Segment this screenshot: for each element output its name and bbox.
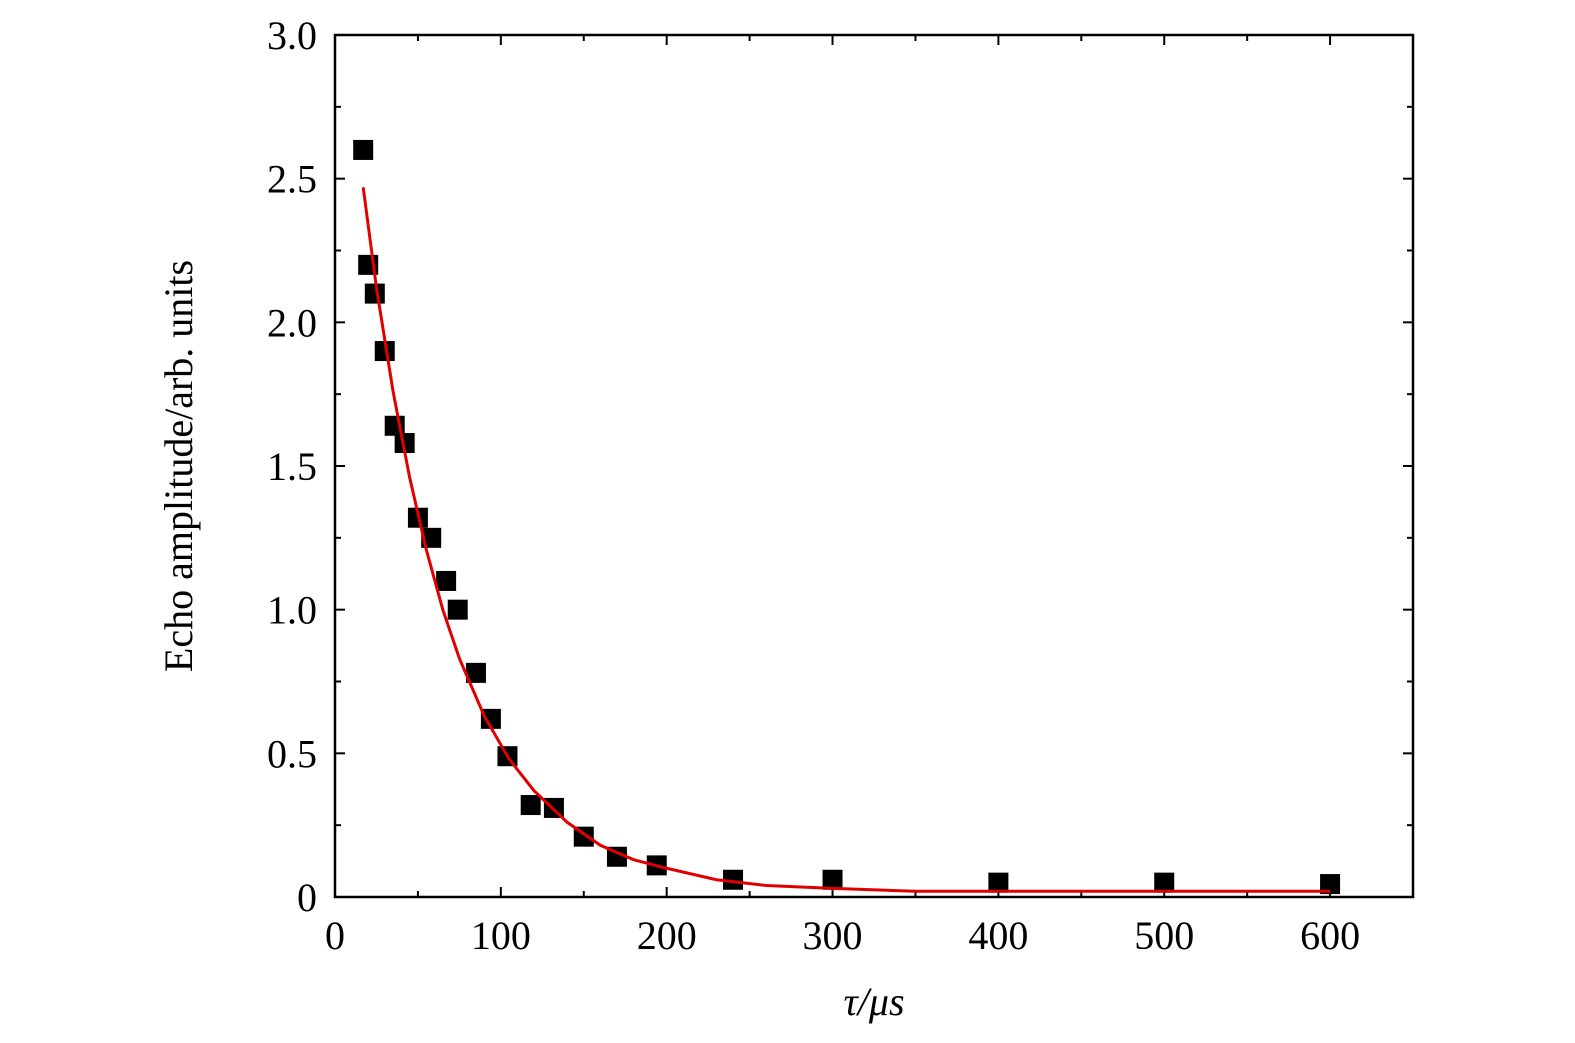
y-tick-label: 1.0 [267, 588, 317, 633]
fit-line [361, 187, 1331, 893]
data-point [480, 708, 501, 729]
x-tick-label: 300 [803, 913, 863, 958]
y-tick-label: 1.5 [267, 444, 317, 489]
x-tick-label: 600 [1300, 913, 1360, 958]
data-point [374, 341, 395, 362]
data-point [1154, 872, 1175, 893]
x-axis-label: τ/μs [843, 979, 904, 1024]
data-point [465, 662, 486, 683]
data-point [436, 570, 457, 591]
x-tick-label: 100 [471, 913, 531, 958]
y-axis-label: Echo amplitude/arb. units [156, 260, 201, 672]
data-point [394, 433, 415, 454]
data-point [1320, 874, 1341, 895]
data-point [988, 872, 1009, 893]
y-tick-label: 0 [297, 875, 317, 920]
x-tick-label: 400 [968, 913, 1028, 958]
y-tick-label: 2.0 [267, 300, 317, 345]
x-tick-label: 0 [325, 913, 345, 958]
y-tick-label: 2.5 [267, 157, 317, 202]
y-tick-label: 0.5 [267, 731, 317, 776]
data-point [353, 139, 374, 160]
plot-frame [333, 33, 1415, 899]
data-point [822, 869, 843, 890]
x-tick-label: 500 [1134, 913, 1194, 958]
data-point [364, 283, 385, 304]
data-point [723, 869, 744, 890]
y-tick-label: 3.0 [267, 13, 317, 58]
data-point [520, 795, 541, 816]
data-point [447, 599, 468, 620]
x-tick-label: 200 [637, 913, 697, 958]
